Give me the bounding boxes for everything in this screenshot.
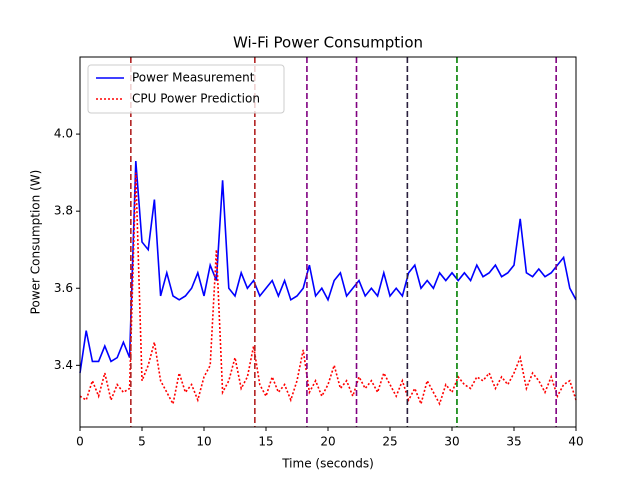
x-tick-label: 10	[196, 435, 211, 449]
x-tick-label: 40	[568, 435, 583, 449]
y-axis-label: Power Consumption (W)	[29, 170, 43, 315]
data-line	[79, 172, 577, 407]
legend-label: CPU Power Prediction	[132, 92, 260, 106]
x-tick-label: 20	[320, 435, 335, 449]
x-tick-label: 15	[258, 435, 273, 449]
chart-title: Wi-Fi Power Consumption	[233, 34, 423, 52]
x-axis-label: Time (seconds)	[281, 457, 374, 471]
x-tick-label: 35	[506, 435, 521, 449]
y-tick-label: 3.6	[54, 281, 73, 295]
data-line	[79, 161, 577, 374]
y-tick-label: 3.8	[54, 204, 73, 218]
x-tick-label: 25	[382, 435, 397, 449]
x-tick-label: 5	[138, 435, 146, 449]
x-tick-label: 30	[444, 435, 459, 449]
legend-box	[87, 64, 285, 114]
x-tick-label: 0	[76, 435, 84, 449]
plot-frame	[79, 56, 577, 428]
y-tick-label: 3.4	[54, 358, 73, 372]
legend-label: Power Measurement	[132, 71, 255, 85]
y-tick-label: 4.0	[54, 127, 73, 141]
